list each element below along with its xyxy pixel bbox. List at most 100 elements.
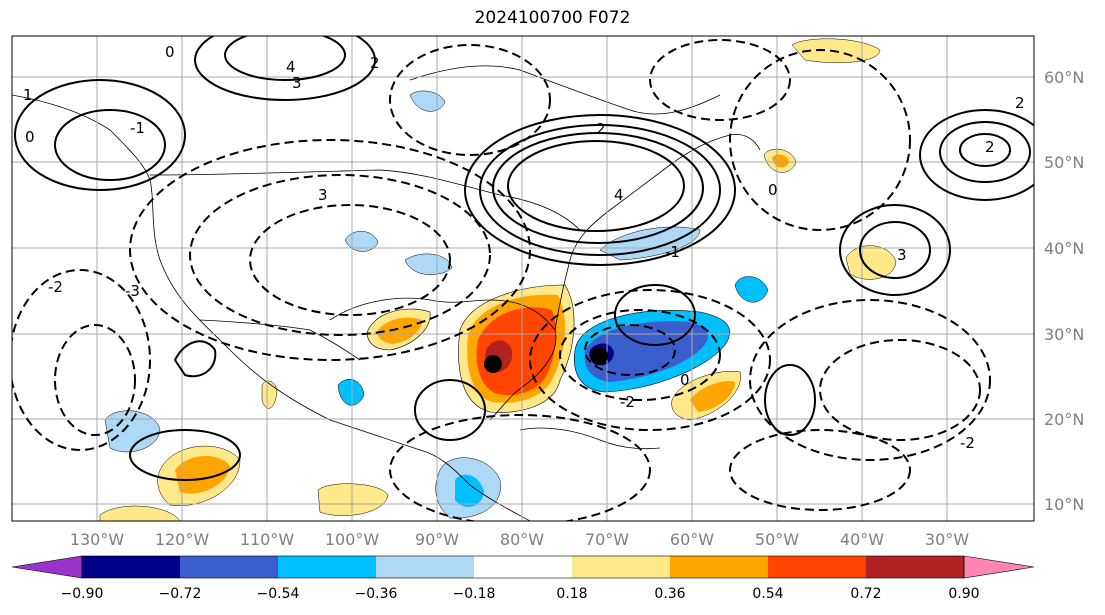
warm-anomaly-texas-core — [377, 317, 422, 344]
longitude-labels: 130°W 120°W 110°W 100°W 90°W 80°W 70°W 6… — [70, 530, 969, 549]
colorbar-tick-label: −0.54 — [257, 586, 300, 602]
lat-label: 30°N — [1044, 325, 1084, 344]
contour-low-central-3 — [249, 204, 451, 316]
contour-low-north-1 — [389, 44, 551, 156]
colorbar-segment — [376, 556, 474, 578]
coastline-hudson — [409, 65, 721, 115]
contour-high-atlantic-1 — [919, 109, 1034, 201]
cold-anomaly-pacific — [104, 410, 161, 453]
contour-label: -2 — [960, 434, 975, 452]
contour-label: 0 — [768, 181, 778, 199]
cold-anomaly-small-1 — [344, 231, 379, 252]
contour-high-west-2 — [54, 109, 166, 181]
lon-label: 130°W — [70, 530, 125, 549]
colorbar-tick-label: −0.18 — [453, 586, 496, 602]
contour-high-atlantic-3 — [959, 133, 1011, 167]
cold-anomaly-northeast — [599, 226, 701, 261]
contour-high-northeast-2 — [479, 124, 721, 256]
contour-label: -1 — [130, 119, 145, 137]
colorbar-segment — [82, 556, 180, 578]
lon-label: 30°W — [925, 530, 969, 549]
lon-label: 40°W — [840, 530, 884, 549]
contour-low-east-1 — [749, 299, 991, 461]
contour-label: 3 — [318, 186, 328, 204]
colorbar-segment — [866, 556, 964, 578]
contour-low-atlantic-1 — [529, 289, 771, 431]
lon-label: 90°W — [415, 530, 459, 549]
contour-label: 2 — [370, 54, 380, 72]
solid-contours — [14, 36, 1034, 481]
colorbar-segment — [278, 556, 376, 578]
colorbar-segment — [572, 556, 670, 578]
contour-label: 4 — [286, 58, 296, 76]
contour-low-south-1 — [389, 414, 651, 521]
colorbar-tick-label: 0.18 — [556, 586, 587, 602]
colorbar-segment — [768, 556, 866, 578]
contour-high-north-2 — [224, 36, 346, 81]
contour-high-gulf — [414, 379, 486, 441]
lon-label: 60°W — [670, 530, 714, 549]
colorbar-extend-low — [11, 555, 83, 579]
lat-label: 40°N — [1044, 239, 1084, 258]
lon-label: 70°W — [585, 530, 629, 549]
map-title: 2024100700 F072 — [474, 8, 631, 28]
border-us-mexico — [199, 319, 361, 361]
lon-label: 50°W — [755, 530, 799, 549]
coastline-gulf — [329, 297, 557, 421]
colorbar — [11, 555, 1035, 579]
contour-label: -2 — [48, 278, 63, 296]
positive-center-marker — [484, 355, 502, 373]
lon-label: 100°W — [325, 530, 380, 549]
contour-low-farsouth — [729, 429, 911, 511]
contour-label: 0 — [680, 371, 690, 389]
contour-label: 0 — [25, 128, 35, 146]
cold-anomaly-atlantic-mid — [584, 321, 709, 382]
cold-anomaly-small-4 — [337, 379, 365, 406]
colorbar-frame — [81, 555, 965, 579]
lon-label: 120°W — [155, 530, 210, 549]
lon-label: 80°W — [500, 530, 544, 549]
contour-high-pacific — [129, 429, 241, 481]
contour-high-east-1 — [839, 204, 951, 296]
colorbar-segment — [474, 556, 572, 578]
colorbar-tick-label: 0.90 — [948, 586, 979, 602]
contour-low-east-2 — [819, 339, 981, 441]
contour-label: 2 — [1015, 94, 1025, 112]
cold-anomaly-central-america-core — [455, 474, 484, 507]
colorbar-labels: −0.90 −0.72 −0.54 −0.36 −0.18 0.18 0.36 0.54 0.7… — [61, 586, 980, 602]
contour-label: 3 — [897, 246, 907, 264]
warm-anomaly-mexico — [317, 483, 389, 516]
contour-high-atlantic-2 — [939, 121, 1031, 183]
contour-low-central-1 — [129, 139, 531, 361]
warm-anomaly-pacific-core — [175, 455, 230, 494]
lat-label: 10°N — [1044, 495, 1084, 514]
contour-label: 2 — [985, 138, 995, 156]
cold-anomaly-north — [409, 90, 446, 112]
colorbar-tick-label: 0.54 — [752, 586, 783, 602]
contour-high-east-2 — [859, 221, 931, 279]
contour-high-northeast-4 — [507, 140, 685, 232]
coastline-pacific-north — [12, 94, 531, 521]
colorbar-segment — [670, 556, 768, 578]
lat-label: 60°N — [1044, 68, 1084, 87]
contour-high-west-1 — [14, 79, 186, 191]
contour-low-north-atlantic — [729, 49, 911, 231]
colorbar-tick-label: 0.36 — [654, 586, 685, 602]
colorbar-segment — [180, 556, 278, 578]
contour-label: 0 — [165, 43, 175, 61]
cold-anomaly-small-3 — [404, 253, 453, 275]
warm-anomaly-atlantic-spot-core — [772, 154, 789, 168]
contour-label: -2 — [620, 393, 635, 411]
negative-center-marker — [590, 347, 608, 365]
contour-high-northeast-3 — [492, 132, 704, 244]
colorbar-extend-high — [963, 555, 1035, 579]
warm-anomaly-gulf-core — [476, 307, 557, 396]
lat-label: 20°N — [1044, 410, 1084, 429]
colorbar-tick-label: 0.72 — [850, 586, 881, 602]
contour-low-north-2 — [649, 39, 791, 121]
colorbar-tick-label: −0.90 — [61, 586, 104, 602]
contour-low-atlantic-3 — [584, 324, 676, 376]
plot-frame — [11, 35, 1035, 522]
